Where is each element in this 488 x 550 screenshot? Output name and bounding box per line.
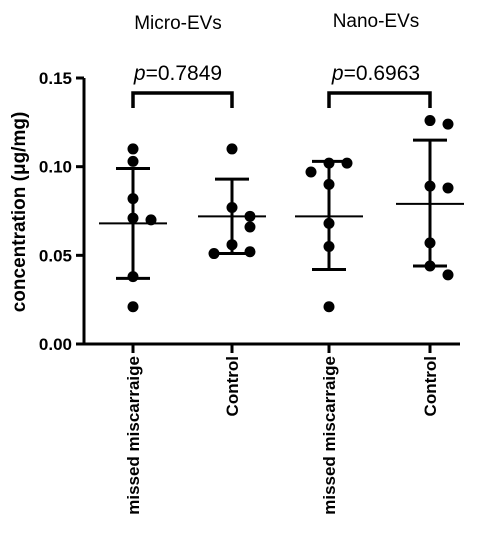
data-point — [244, 246, 256, 258]
x-tick-label: missed miscarraige — [124, 356, 143, 515]
data-point — [442, 182, 454, 194]
x-tick-label: Control — [223, 356, 242, 416]
p-value: =0.7849 — [146, 62, 223, 85]
axes — [82, 78, 460, 346]
x-tick-label: missed miscarraige — [320, 356, 339, 515]
data-points — [127, 115, 454, 313]
data-point — [323, 301, 335, 313]
group-title-micro-evs: Micro-EVs — [134, 13, 222, 34]
data-point — [127, 212, 139, 224]
y-tick-label: 0.15 — [39, 69, 72, 88]
p-symbol: p — [133, 62, 146, 85]
comparison-brackets — [131, 91, 432, 108]
data-point — [442, 118, 454, 130]
y-tick-label: 0.05 — [39, 246, 72, 265]
y-tick-label: 0.10 — [39, 158, 72, 177]
data-point — [424, 237, 436, 249]
data-point — [226, 143, 238, 155]
data-point — [244, 221, 256, 233]
data-point — [127, 271, 139, 283]
p-symbol: p — [331, 62, 344, 85]
comparison-bracket — [131, 91, 234, 108]
data-point — [226, 201, 238, 213]
data-point — [127, 143, 139, 155]
data-point — [424, 260, 436, 272]
data-point — [341, 157, 353, 169]
data-point — [323, 240, 335, 252]
data-point — [208, 248, 220, 260]
data-point — [305, 166, 317, 178]
data-point — [323, 157, 335, 169]
data-point — [145, 214, 157, 226]
data-point — [323, 217, 335, 229]
data-point — [127, 301, 139, 313]
data-point — [226, 239, 238, 251]
comparison-bracket — [327, 91, 432, 108]
mean-sd-bars — [99, 138, 464, 280]
data-point — [127, 193, 139, 205]
p-value-label-micro: p=0.7849 — [133, 62, 222, 85]
data-point — [323, 178, 335, 190]
data-point — [424, 115, 436, 127]
group-title-nano-evs: Nano-EVs — [333, 11, 420, 32]
data-point — [424, 180, 436, 192]
x-tick-label: Control — [421, 356, 440, 416]
y-ticks: 0.00 0.05 0.10 0.15 — [39, 69, 84, 354]
p-value: =0.6963 — [344, 62, 421, 85]
data-point — [127, 155, 139, 167]
data-point — [442, 269, 454, 281]
p-value-label-nano: p=0.6963 — [331, 62, 420, 85]
x-tick-labels: missed miscarraige Control missed miscarra… — [124, 344, 440, 515]
y-axis-label: concentration (μg/mg) — [9, 112, 30, 313]
data-point — [244, 210, 256, 222]
y-tick-label: 0.00 — [39, 335, 72, 354]
